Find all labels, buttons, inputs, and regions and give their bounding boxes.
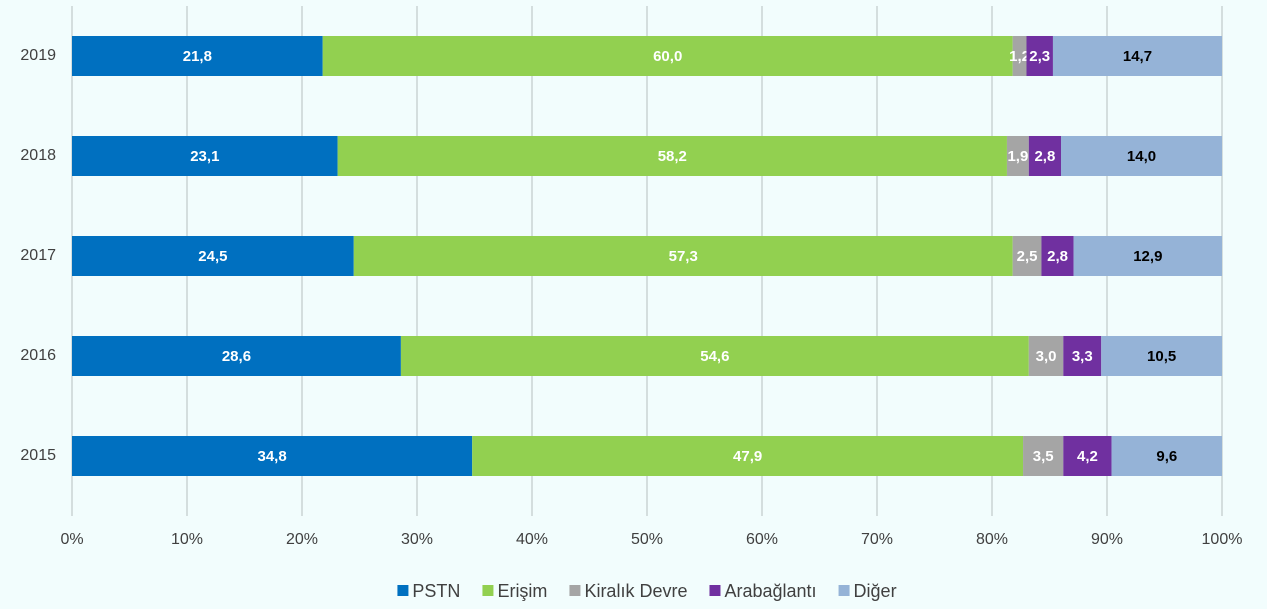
data-label: 2,3 (1029, 48, 1050, 65)
bar-segment (1006, 136, 1029, 176)
data-label: 3,5 (1033, 448, 1054, 465)
bar-segment (72, 436, 473, 476)
data-label: 57,3 (669, 248, 698, 265)
legend-label: PSTN (412, 581, 460, 601)
bar-segment (337, 136, 1007, 176)
bar-segment (1052, 36, 1222, 76)
legend-label: Arabağlantı (724, 581, 816, 601)
bar-segment (322, 36, 1013, 76)
bar-segment (72, 136, 338, 176)
bar-segment (472, 436, 1024, 476)
x-tick-label: 20% (286, 531, 318, 548)
data-label: 23,1 (190, 148, 219, 165)
x-tick-label: 40% (516, 531, 548, 548)
x-tick-label: 10% (171, 531, 203, 548)
bar-segment (1012, 36, 1027, 76)
bar-segment (72, 336, 401, 376)
x-tick-label: 50% (631, 531, 663, 548)
data-label: 34,8 (257, 448, 286, 465)
x-tick-label: 0% (60, 531, 83, 548)
bar-segment (72, 36, 323, 76)
x-tick-label: 90% (1091, 531, 1123, 548)
bar-segment (1101, 336, 1222, 376)
bar-segment (1026, 36, 1053, 76)
data-label: 14,0 (1127, 148, 1156, 165)
bar-segment (1041, 236, 1074, 276)
data-label: 21,8 (183, 48, 212, 65)
x-tick-label: 70% (861, 531, 893, 548)
data-label: 24,5 (198, 248, 227, 265)
data-label: 2,8 (1047, 248, 1068, 265)
data-label: 12,9 (1133, 248, 1162, 265)
bar-segment (353, 236, 1013, 276)
y-tick-label: 2018 (20, 147, 56, 164)
x-tick-label: 100% (1202, 531, 1243, 548)
legend-swatch (569, 585, 581, 596)
bar-segment (1023, 436, 1064, 476)
data-label: 4,2 (1077, 448, 1098, 465)
legend-swatch (482, 585, 494, 596)
y-tick-label: 2017 (20, 247, 56, 264)
bar-segment (1028, 136, 1061, 176)
legend-label: Diğer (854, 581, 897, 601)
data-label: 58,2 (658, 148, 687, 165)
data-label: 9,6 (1156, 448, 1177, 465)
bar-segment (1061, 136, 1222, 176)
legend-swatch (397, 585, 409, 596)
bar-segment (1063, 336, 1102, 376)
data-label: 2,8 (1034, 148, 1055, 165)
y-tick-label: 2019 (20, 47, 56, 64)
data-label: 47,9 (733, 448, 762, 465)
data-label: 2,5 (1017, 248, 1038, 265)
bar-segment (400, 336, 1029, 376)
bar-segment (72, 236, 354, 276)
bar-segment (1063, 436, 1112, 476)
y-tick-label: 2015 (20, 447, 56, 464)
data-label: 54,6 (700, 348, 729, 365)
data-label: 3,0 (1036, 348, 1057, 365)
bar-segment (1111, 436, 1222, 476)
bar-segment (1028, 336, 1064, 376)
legend-label: Erişim (497, 581, 547, 601)
y-tick-label: 2016 (20, 347, 56, 364)
data-label: 28,6 (222, 348, 251, 365)
bar-segment (1073, 236, 1222, 276)
data-label: 10,5 (1147, 348, 1176, 365)
x-tick-label: 60% (746, 531, 778, 548)
data-label: 60,0 (653, 48, 682, 65)
data-label: 14,7 (1123, 48, 1152, 65)
bar-segment (1012, 236, 1042, 276)
legend-swatch (838, 585, 850, 596)
x-tick-label: 30% (401, 531, 433, 548)
legend-swatch (709, 585, 721, 596)
data-label: 1,2 (1009, 48, 1030, 65)
legend-label: Kiralık Devre (584, 581, 687, 601)
data-label: 3,3 (1072, 348, 1093, 365)
data-label: 1,9 (1007, 148, 1028, 165)
x-tick-label: 80% (976, 531, 1008, 548)
